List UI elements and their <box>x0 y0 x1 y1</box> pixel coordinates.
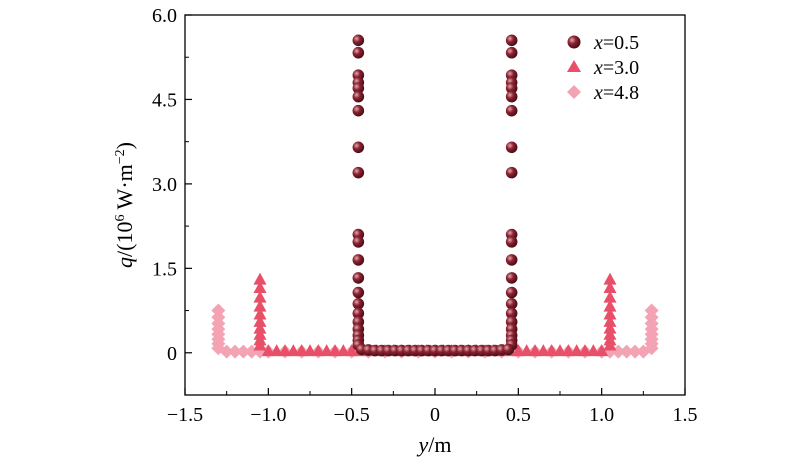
x-tick-label: 1.0 <box>589 404 614 426</box>
data-point-sphere <box>505 104 518 117</box>
x-axis-title: y/m <box>417 432 452 457</box>
y-axis-title: q/(106 W·m−2) <box>112 142 137 268</box>
data-marks <box>211 34 659 359</box>
data-point-diamond <box>219 344 234 359</box>
x-axis-ticks: −1.5 −1.0 −0.5 0 0.5 1.0 1.5 <box>167 388 698 426</box>
data-point-diamond <box>628 344 642 359</box>
data-point-sphere <box>352 90 365 103</box>
x-tick-label: 0.5 <box>506 404 531 426</box>
data-point-triangle <box>320 344 334 357</box>
data-point-sphere <box>505 254 518 266</box>
legend-item-x3.0: x=3.0 <box>567 57 639 79</box>
x-tick-label: −0.5 <box>334 404 370 426</box>
y-tick-label: 4.5 <box>152 89 177 111</box>
data-point-triangle <box>586 344 600 357</box>
x-tick-label: 0 <box>430 404 440 426</box>
data-point-triangle <box>278 344 292 357</box>
legend-label-x0.5: x=0.5 <box>593 32 639 54</box>
data-point-sphere <box>352 46 365 59</box>
y-tick-label: 1.5 <box>152 258 177 280</box>
x-tick-label: 1.5 <box>673 404 698 426</box>
data-point-triangle <box>578 344 592 357</box>
data-point-sphere <box>502 343 515 356</box>
data-point-triangle <box>345 344 359 357</box>
y-tick-label: 6.0 <box>152 5 177 27</box>
data-point-sphere <box>352 298 365 310</box>
data-point-diamond <box>236 344 251 359</box>
data-point-triangle <box>595 344 609 357</box>
data-point-triangle <box>336 344 350 357</box>
data-point-triangle <box>603 281 617 294</box>
data-point-triangle <box>286 344 300 357</box>
data-point-triangle <box>603 272 617 285</box>
data-point-sphere <box>505 307 518 320</box>
data-point-sphere <box>505 298 518 310</box>
y-tick-label: 3.0 <box>152 174 177 196</box>
data-point-triangle <box>545 344 559 357</box>
legend-item-x0.5: x=0.5 <box>567 32 639 54</box>
legend-marker-sphere <box>567 35 581 49</box>
data-point-sphere <box>352 34 365 47</box>
data-point-sphere <box>505 46 518 59</box>
data-point-sphere <box>352 236 365 248</box>
legend-marker-triangle <box>567 60 581 72</box>
data-point-diamond <box>228 344 242 359</box>
data-point-triangle <box>553 344 567 357</box>
data-point-triangle <box>603 321 617 334</box>
data-point-sphere <box>352 307 365 320</box>
legend-label-x4.8: x=4.8 <box>593 82 639 104</box>
y-axis-ticks: 0 1.5 3.0 4.5 6.0 <box>152 5 192 396</box>
data-point-triangle <box>253 314 267 327</box>
data-point-triangle <box>603 307 617 320</box>
legend-marker-diamond <box>567 85 581 99</box>
data-point-sphere <box>505 90 518 103</box>
data-point-triangle <box>295 344 309 357</box>
data-point-sphere <box>505 272 518 284</box>
data-point-triangle <box>603 338 617 351</box>
data-point-triangle <box>328 344 342 357</box>
data-point-sphere <box>352 286 365 299</box>
data-point-triangle <box>570 344 584 357</box>
data-point-triangle <box>303 344 317 357</box>
data-point-diamond <box>619 344 634 359</box>
data-point-triangle <box>520 344 534 357</box>
data-point-triangle <box>603 290 617 303</box>
data-point-sphere <box>352 272 365 284</box>
data-point-triangle <box>253 321 267 334</box>
y-tick-label: 0 <box>167 343 177 365</box>
data-point-sphere <box>505 141 518 154</box>
legend-item-x4.8: x=4.8 <box>567 82 639 104</box>
data-point-sphere <box>505 286 518 299</box>
legend-label-x3.0: x=3.0 <box>593 57 639 79</box>
data-point-sphere <box>505 34 518 47</box>
data-point-triangle <box>253 338 267 351</box>
legend: x=0.5 x=3.0 x=4.8 <box>567 32 639 104</box>
data-point-triangle <box>603 299 617 312</box>
data-point-triangle <box>561 344 575 357</box>
data-point-triangle <box>253 281 267 294</box>
data-point-sphere <box>505 82 518 94</box>
data-point-triangle <box>528 344 542 357</box>
data-point-sphere <box>352 141 365 154</box>
data-point-triangle <box>253 272 267 285</box>
x-tick-label: −1.5 <box>167 404 203 426</box>
data-point-sphere <box>505 236 518 248</box>
data-point-triangle <box>536 344 550 357</box>
data-point-triangle <box>253 290 267 303</box>
data-point-triangle <box>270 344 284 357</box>
data-point-sphere <box>352 166 365 179</box>
data-point-triangle <box>253 307 267 320</box>
data-point-sphere <box>352 82 365 94</box>
data-point-triangle <box>253 299 267 312</box>
data-point-sphere <box>505 166 518 179</box>
x-tick-label: −1.0 <box>250 404 286 426</box>
data-point-sphere <box>352 104 365 117</box>
data-point-sphere <box>352 254 365 266</box>
data-point-triangle <box>511 344 525 357</box>
data-point-triangle <box>261 344 275 357</box>
data-point-triangle <box>311 344 325 357</box>
data-point-triangle <box>603 314 617 327</box>
data-point-diamond <box>636 344 651 359</box>
